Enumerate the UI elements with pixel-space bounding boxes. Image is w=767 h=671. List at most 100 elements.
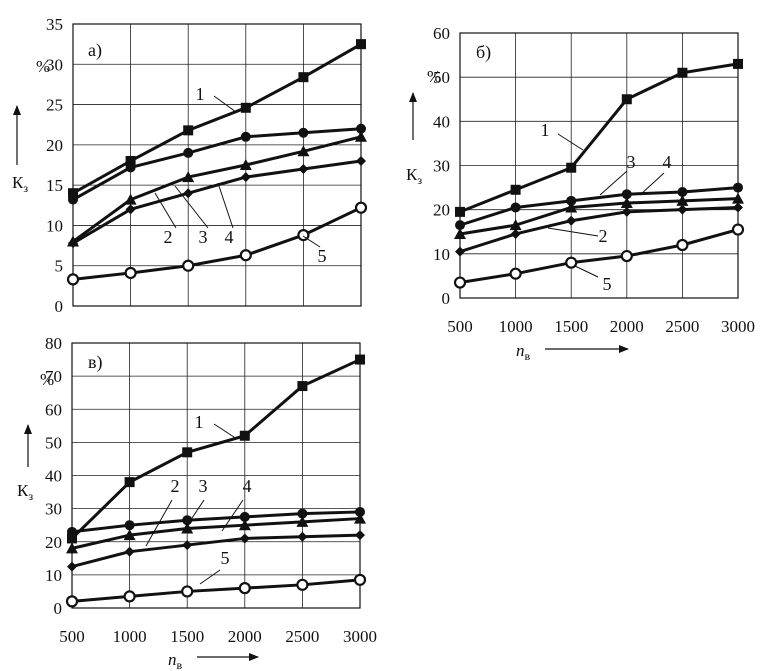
curve-label-a-2: 2 [164, 227, 173, 247]
data-point-a-1-0 [68, 188, 78, 199]
data-point-a-5-1 [124, 266, 137, 280]
data-point-c-1-4 [297, 381, 308, 392]
curve-leader-b-2 [547, 227, 599, 237]
x-tick-label-b-5: 3000 [721, 317, 755, 336]
data-point-a-2-4 [298, 164, 309, 175]
data-point-b-3-0 [455, 220, 465, 231]
series-line-b-1 [459, 62, 739, 214]
svg-text:nв: nв [168, 650, 183, 671]
data-point-b-5-5 [731, 223, 745, 236]
y-axis-label-c: Кз [17, 424, 33, 503]
curve-leader-c-3 [187, 499, 205, 525]
y-tick-label-a-4: 20 [46, 136, 63, 155]
data-point-a-4-1 [124, 193, 137, 205]
y-ticks-b: 0 10 20 30 40 50 60 [433, 24, 450, 308]
data-point-a-1-3 [240, 102, 251, 113]
series-line-a-1 [72, 42, 362, 195]
series-line-b-5 [459, 228, 739, 285]
series-group-b [453, 58, 745, 289]
data-point-b-2-1 [510, 228, 521, 239]
data-point-a-4-0 [67, 235, 79, 247]
data-point-a-3-4 [298, 127, 309, 138]
data-point-a-5-2 [182, 259, 195, 272]
y-tick-label-b-4: 40 [433, 112, 450, 131]
data-point-a-3-1 [125, 162, 136, 173]
curve-leader-c-4 [221, 499, 244, 532]
data-point-b-1-3 [621, 94, 632, 105]
curve-labels-b: 1 2 3 4 5 [541, 120, 672, 294]
curve-leader-a-5 [302, 235, 321, 248]
curve-leader-a-2 [154, 192, 177, 229]
data-point-c-5-2 [181, 585, 194, 598]
curve-leader-b-5 [574, 265, 599, 278]
x-tick-label-b-2: 1500 [554, 317, 588, 336]
data-point-b-4-0 [454, 227, 466, 239]
curve-leader-c-5 [199, 569, 221, 585]
series-line-c-3 [71, 510, 361, 534]
series-line-b-4 [459, 197, 739, 236]
curve-leader-c-2 [145, 499, 173, 547]
y-axis-label-sub-c: з [28, 489, 33, 503]
data-point-c-2-1 [124, 546, 135, 557]
data-point-c-1-5 [355, 354, 365, 365]
x-tick-label-b-1: 1000 [499, 317, 533, 336]
svg-text:Кз: Кз [17, 481, 33, 503]
data-point-b-3-5 [733, 182, 743, 193]
y-axis-label-a: Кз [12, 105, 28, 195]
data-point-c-4-1 [123, 529, 136, 541]
chart-panel-b: 0 10 20 30 40 50 60 500 1000 1500 2000 2500 3000 1 2… [406, 24, 755, 363]
curve-label-b-5: 5 [603, 274, 612, 294]
data-point-a-4-4 [297, 145, 310, 157]
data-point-b-3-1 [510, 202, 521, 213]
y-tick-label-a-6: 30 [46, 55, 63, 74]
data-point-c-3-3 [239, 511, 250, 522]
data-point-a-5-0 [66, 273, 80, 286]
data-point-a-2-2 [183, 188, 194, 199]
series-line-b-2 [459, 205, 739, 254]
series-group-c [65, 354, 367, 608]
data-point-a-3-0 [68, 194, 78, 205]
y-axis-label-sub-a: з [23, 181, 28, 195]
y-tick-label-b-1: 10 [433, 245, 450, 264]
series-line-c-5 [71, 578, 361, 603]
y-tick-label-c-2: 20 [45, 533, 62, 552]
x-ticks-c: 500 1000 1500 2000 2500 3000 [59, 627, 377, 646]
curve-leader-a-4 [217, 182, 234, 229]
data-point-a-2-1 [125, 204, 136, 215]
curve-label-c-2: 2 [171, 476, 180, 496]
data-point-b-4-5 [732, 192, 744, 204]
data-point-b-5-1 [509, 267, 522, 280]
data-point-c-1-1 [124, 477, 135, 488]
y-tick-label-b-6: 60 [433, 24, 450, 43]
y-tick-label-c-1: 10 [45, 566, 62, 585]
y-tick-label-c-3: 30 [45, 500, 62, 519]
data-point-b-5-4 [676, 238, 689, 252]
y-tick-label-c-5: 50 [45, 433, 62, 452]
data-point-a-2-5 [356, 155, 366, 166]
data-point-b-1-4 [677, 67, 688, 78]
data-point-b-1-0 [455, 206, 465, 217]
series-line-c-4 [71, 517, 361, 550]
data-point-b-4-4 [676, 194, 689, 206]
data-point-c-5-4 [296, 578, 309, 591]
x-ticks-b: 500 1000 1500 2000 2500 3000 [447, 317, 755, 336]
data-point-c-3-2 [182, 515, 193, 526]
data-point-c-4-2 [181, 522, 194, 534]
x-tick-label-c-2: 1500 [170, 627, 204, 646]
y-tick-label-b-2: 20 [433, 201, 450, 220]
y-axis-label-text-c: К [17, 481, 29, 500]
x-axis-label-sub-c: в [177, 658, 183, 671]
data-point-c-1-2 [182, 447, 193, 458]
data-point-b-5-0 [453, 276, 467, 289]
curve-label-b-4: 4 [663, 152, 672, 172]
data-point-a-2-3 [240, 172, 251, 183]
curve-leader-a-3 [174, 185, 209, 229]
data-point-b-1-5 [733, 58, 743, 69]
y-tick-label-c-7: 70 [45, 367, 62, 386]
curve-label-b-2: 2 [599, 226, 608, 246]
grid-a [73, 24, 361, 306]
data-point-c-5-5 [353, 573, 367, 586]
data-point-b-2-3 [621, 206, 632, 217]
data-point-c-2-3 [239, 533, 250, 544]
series-line-a-4 [72, 135, 362, 243]
